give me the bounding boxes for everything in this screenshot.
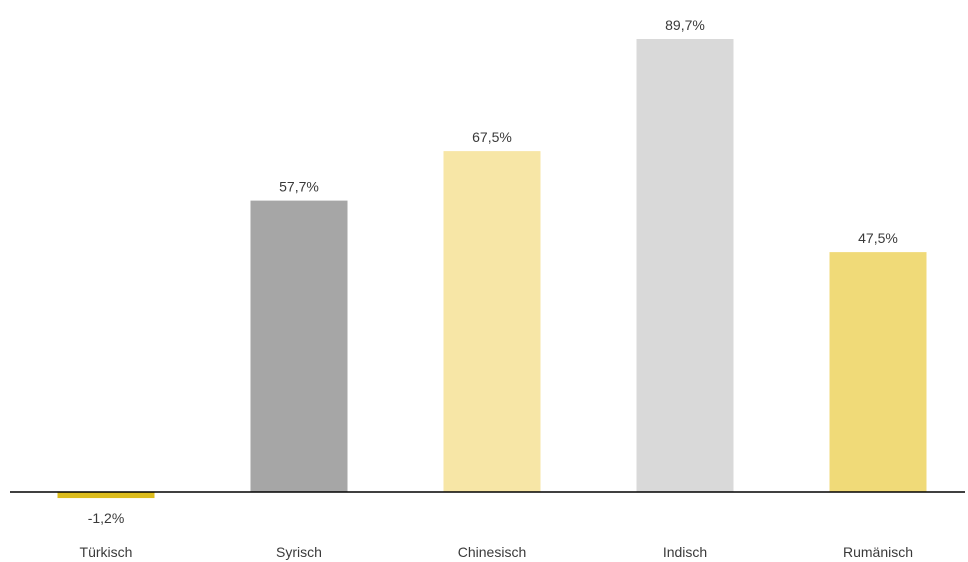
category-label-4: Rumänisch	[843, 544, 913, 560]
value-label-2: 67,5%	[472, 129, 512, 145]
value-label-1: 57,7%	[279, 179, 319, 195]
bar-1	[250, 200, 348, 492]
category-labels-group: Türkisch Syrisch Chinesisch Indisch Rumänisc…	[80, 544, 913, 560]
category-label-1: Syrisch	[276, 544, 322, 560]
bar-3	[636, 39, 734, 492]
value-label-0: -1,2%	[88, 510, 125, 526]
value-labels-group: -1,2% 57,7% 67,5% 89,7% 47,5%	[88, 17, 898, 526]
bars-group	[57, 39, 927, 499]
bar-4	[829, 252, 927, 492]
category-label-3: Indisch	[663, 544, 707, 560]
bar-2	[443, 151, 541, 492]
bar-0	[57, 492, 155, 499]
value-label-4: 47,5%	[858, 230, 898, 246]
category-label-0: Türkisch	[80, 544, 133, 560]
value-label-3: 89,7%	[665, 17, 705, 33]
category-label-2: Chinesisch	[458, 544, 526, 560]
